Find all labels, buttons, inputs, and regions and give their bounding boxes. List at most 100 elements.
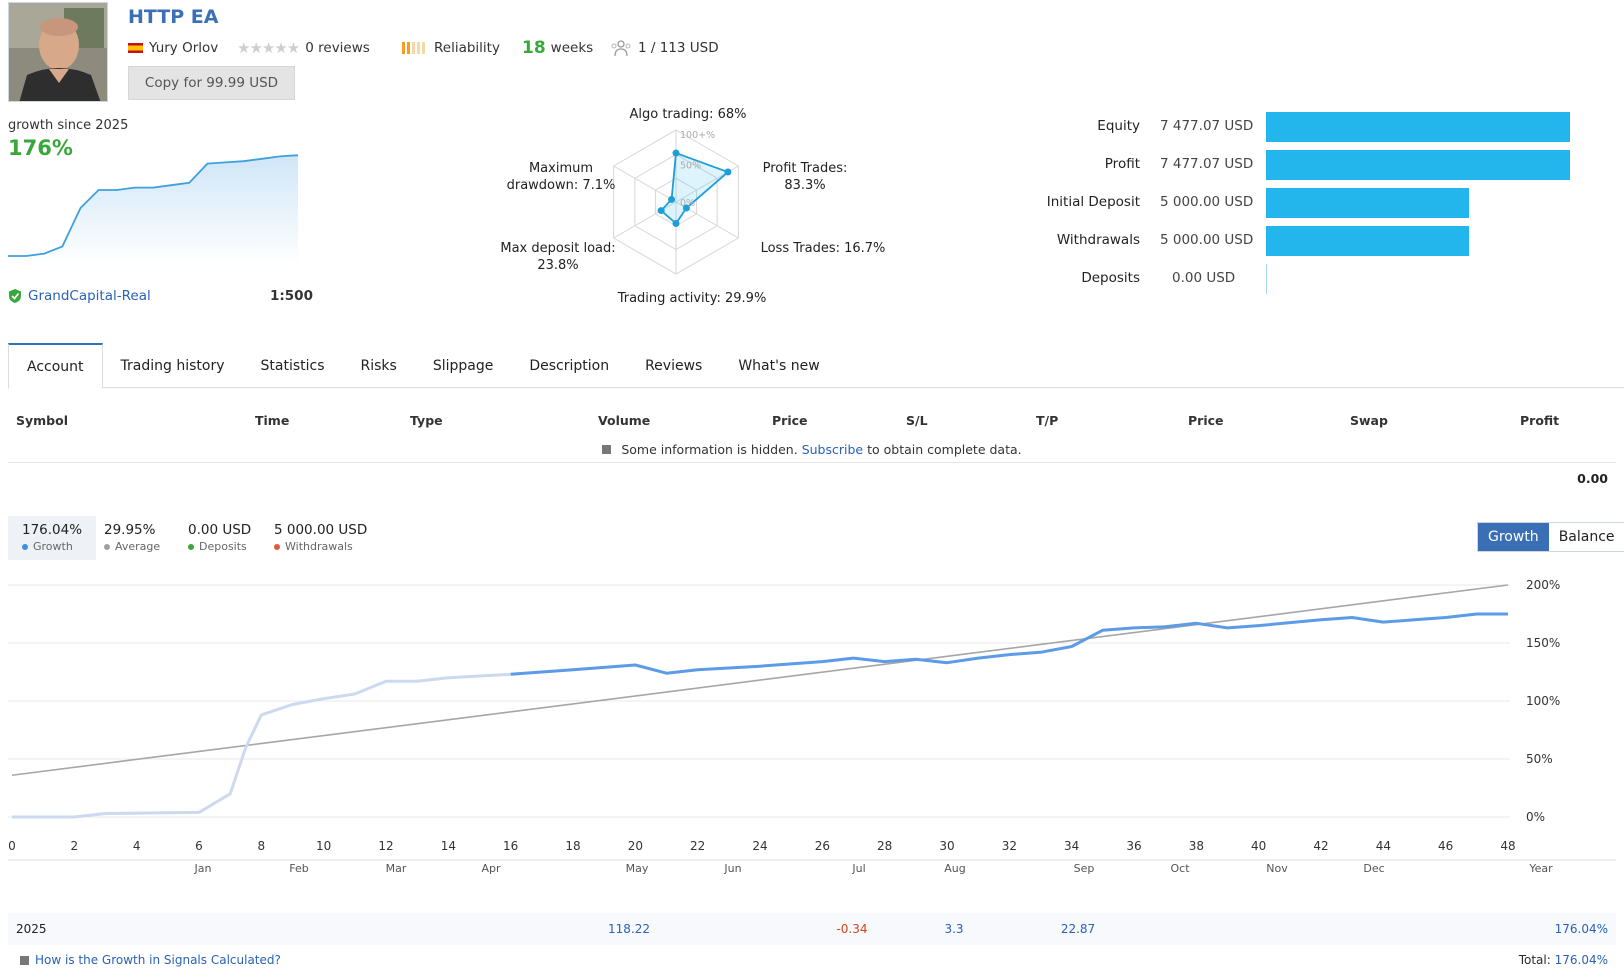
tab-label: Reviews: [645, 357, 703, 374]
x-tick-label: 32: [1002, 839, 1017, 853]
info-icon: [602, 445, 612, 454]
radar-label-drawdown: Maximum drawdown: 7.1%: [506, 160, 616, 194]
x-tick-label: 18: [565, 839, 580, 853]
tab-label: Risks: [360, 357, 397, 374]
radar-axis: [613, 165, 677, 203]
month-return-may[interactable]: 118.22: [608, 922, 650, 936]
stat-value: 29.95%: [104, 522, 156, 538]
equity-value: 5 000.00 USD: [1160, 194, 1254, 210]
tab-trading-history[interactable]: Trading history: [103, 343, 243, 388]
author-row[interactable]: Yury Orlov: [128, 38, 218, 58]
radar-label-drawdown-title: Maximum: [528, 161, 594, 176]
table-divider: [8, 462, 1616, 463]
month-label: May: [626, 862, 649, 875]
stat-value: 176.04%: [22, 522, 83, 538]
stat-label-text: Average: [115, 540, 161, 553]
x-tick-label: 42: [1313, 839, 1328, 853]
growth-toggle-button[interactable]: Growth: [1478, 523, 1549, 551]
table-total: 0.00: [1577, 471, 1608, 486]
subscribe-link[interactable]: Subscribe: [801, 442, 864, 457]
leverage: 1:500: [270, 288, 313, 304]
tab-statistics[interactable]: Statistics: [243, 343, 343, 388]
legend-dot-icon: [188, 543, 194, 550]
radar-point: [672, 149, 680, 157]
stat-label: Growth: [22, 540, 82, 553]
weeks-row: 18 weeks: [522, 38, 593, 58]
column-header: Symbol: [16, 413, 68, 428]
tab-what-s-new[interactable]: What's new: [720, 343, 837, 388]
x-tick-label: 6: [195, 839, 203, 853]
growth-help-link[interactable]: How is the Growth in Signals Calculated?: [35, 953, 281, 967]
x-tick-label: 14: [441, 839, 456, 853]
x-tick-label: 28: [877, 839, 892, 853]
average-trend-line: [11, 584, 1509, 777]
copy-signal-button[interactable]: Copy for 99.99 USD: [128, 66, 295, 100]
column-header: Time: [255, 413, 290, 428]
month-label: Nov: [1266, 862, 1288, 875]
tab-reviews[interactable]: Reviews: [627, 343, 720, 388]
stat-deposits[interactable]: 0.00 USD Deposits: [174, 516, 265, 560]
stat-growth[interactable]: 176.04% Growth: [8, 516, 97, 560]
x-tick-label: 46: [1438, 839, 1453, 853]
tab-slippage[interactable]: Slippage: [415, 343, 512, 388]
footer-total-label: Total:: [1518, 953, 1551, 967]
stat-average[interactable]: 29.95% Average: [90, 516, 174, 560]
y-tick-label: 200%: [1526, 580, 1560, 592]
footer-total-value: 176.04%: [1554, 953, 1608, 967]
broker-name[interactable]: GrandCapital-Real: [28, 288, 151, 304]
hidden-note-text: Some information is hidden.: [621, 442, 798, 457]
radar-point: [668, 195, 676, 203]
radar-axis: [613, 201, 677, 239]
star-icon: ★★★★★: [237, 39, 300, 57]
x-tick-label: 26: [815, 839, 830, 853]
radar-point: [672, 220, 680, 228]
stat-label: Average: [104, 540, 160, 553]
column-header: Volume: [598, 413, 651, 428]
x-tick-label: 12: [378, 839, 393, 853]
tab-label: What's new: [738, 357, 820, 374]
radar-label-profit-value: 83.3%: [784, 178, 826, 193]
radar-label-profit: Profit Trades: 83.3%: [755, 160, 855, 194]
signal-tabs: Account Trading history Statistics Risks Sli…: [8, 343, 1624, 389]
chart-mode-toggle[interactable]: Growth Balance: [1477, 522, 1624, 552]
equity-bar: [1266, 188, 1469, 218]
author-name[interactable]: Yury Orlov: [149, 40, 219, 56]
tab-description[interactable]: Description: [511, 343, 627, 388]
stat-label: Withdrawals: [274, 540, 367, 553]
month-return-jul[interactable]: -0.34: [836, 922, 868, 936]
signal-title[interactable]: HTTP EA: [128, 6, 219, 28]
year-label: 2025: [16, 922, 47, 936]
growth-line: [510, 612, 1508, 676]
tab-account[interactable]: Account: [8, 343, 103, 389]
radar-label-algo: Algo trading: 68%: [629, 107, 747, 122]
month-return-aug[interactable]: 3.3: [944, 922, 964, 936]
x-tick-label: 0: [8, 839, 16, 853]
x-tick-label: 20: [628, 839, 643, 853]
subscribers-row: 1 / 113 USD: [610, 38, 719, 58]
year-total: 176.04%: [1554, 922, 1608, 936]
balance-toggle-button[interactable]: Balance: [1548, 523, 1624, 551]
x-tick-label: 22: [690, 839, 705, 853]
rating-row[interactable]: ★★★★★ 0 reviews: [237, 38, 370, 58]
footer-total: Total: 176.04%: [1519, 953, 1608, 967]
x-tick-label: 38: [1189, 839, 1204, 853]
radar-label-drawdown-value: drawdown: 7.1%: [506, 178, 616, 193]
stat-value: 0.00 USD: [188, 522, 252, 538]
column-header: Swap: [1350, 413, 1388, 428]
equity-bars: Equity 7 477.07 USD Profit 7 477.07 USD Init…: [1000, 112, 1624, 302]
x-tick-label: 34: [1064, 839, 1079, 853]
equity-label: Withdrawals: [1056, 232, 1140, 248]
help-row[interactable]: How is the Growth in Signals Calculated?: [20, 953, 281, 967]
reviews-count[interactable]: 0 reviews: [305, 40, 370, 56]
stat-withdrawals[interactable]: 5 000.00 USD Withdrawals: [260, 516, 381, 560]
month-return-sep[interactable]: 22.87: [1060, 922, 1096, 936]
x-tick-label: 36: [1126, 839, 1141, 853]
tab-risks[interactable]: Risks: [343, 343, 415, 388]
x-tick-label: 10: [316, 839, 331, 853]
radar-point: [724, 168, 732, 176]
x-tick-label: 2: [71, 839, 79, 853]
radar-label-loss: Loss Trades: 16.7%: [760, 241, 886, 256]
broker-row[interactable]: GrandCapital-Real: [8, 288, 151, 304]
equity-value: 5 000.00 USD: [1160, 232, 1254, 248]
author-avatar[interactable]: [8, 2, 108, 102]
